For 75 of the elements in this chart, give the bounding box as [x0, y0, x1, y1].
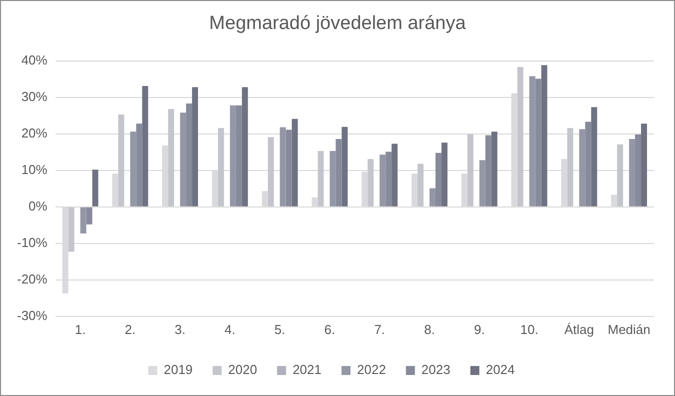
bar — [330, 150, 336, 206]
x-tick-label: Átlag — [564, 322, 594, 337]
bar — [242, 87, 248, 206]
x-tick-label: 6. — [324, 322, 336, 337]
bar — [579, 129, 586, 206]
bar — [118, 114, 124, 206]
bar — [280, 127, 286, 206]
bar — [368, 159, 374, 206]
bar — [142, 86, 148, 206]
legend-label: 2021 — [292, 362, 322, 378]
bar — [641, 124, 648, 206]
y-tick-label: -20% — [16, 271, 48, 286]
bar — [192, 87, 198, 206]
bar — [541, 65, 548, 206]
bar — [567, 128, 574, 206]
bar — [418, 164, 424, 206]
bar — [86, 207, 92, 224]
bar — [635, 134, 642, 206]
bar — [386, 152, 392, 206]
bar — [180, 112, 186, 206]
y-tick-label: 30% — [21, 88, 48, 104]
bar — [617, 144, 624, 206]
x-tick-label: 7. — [374, 322, 386, 337]
bar — [485, 135, 492, 206]
bar — [380, 154, 386, 206]
bar — [435, 152, 442, 206]
y-tick-label: 0% — [28, 198, 48, 214]
y-tick-label: 10% — [21, 162, 48, 177]
chart-title: Megmaradó jövedelem aránya — [208, 13, 467, 35]
x-tick-label: 10. — [520, 322, 538, 337]
bar — [136, 124, 142, 206]
legend-label: 2023 — [421, 362, 450, 378]
legend-label: 2022 — [357, 362, 386, 378]
bar — [479, 160, 486, 206]
bar — [529, 76, 536, 206]
y-tick-label: 20% — [21, 125, 48, 140]
legend-label: 2019 — [164, 362, 193, 378]
bar — [92, 170, 98, 206]
bar — [392, 144, 398, 206]
bar — [491, 132, 498, 206]
x-tick-label: 1. — [74, 322, 86, 337]
bar — [318, 150, 324, 206]
y-tick-label: -10% — [16, 234, 48, 250]
bar — [130, 132, 136, 206]
bar — [218, 128, 224, 206]
x-tick-label: 3. — [174, 322, 186, 337]
legend-label: 2024 — [486, 362, 515, 378]
bar — [430, 188, 436, 206]
y-tick-label: -30% — [16, 308, 48, 323]
x-tick-label: 5. — [274, 322, 286, 337]
bar — [186, 104, 192, 206]
bar — [336, 138, 342, 206]
x-tick-label: 9. — [474, 322, 485, 337]
bar — [80, 207, 86, 234]
x-tick-label: 2. — [124, 322, 136, 337]
bar — [268, 137, 274, 206]
bar — [535, 78, 542, 206]
legend-label: 2020 — [228, 362, 258, 378]
bar — [68, 207, 74, 252]
x-tick-label: 4. — [224, 322, 236, 337]
x-tick-label: 8. — [424, 322, 435, 337]
bar — [517, 67, 524, 206]
bar — [230, 105, 236, 206]
x-tick-label: Medián — [608, 322, 650, 337]
bar — [292, 118, 298, 206]
bar — [467, 134, 474, 206]
bar — [342, 126, 348, 206]
bar — [441, 142, 448, 206]
bar — [286, 130, 292, 206]
bar — [629, 138, 636, 206]
y-tick-label: 40% — [21, 52, 48, 68]
bar — [168, 109, 174, 206]
bar — [585, 122, 592, 206]
bar — [236, 105, 242, 206]
bar — [591, 107, 598, 206]
